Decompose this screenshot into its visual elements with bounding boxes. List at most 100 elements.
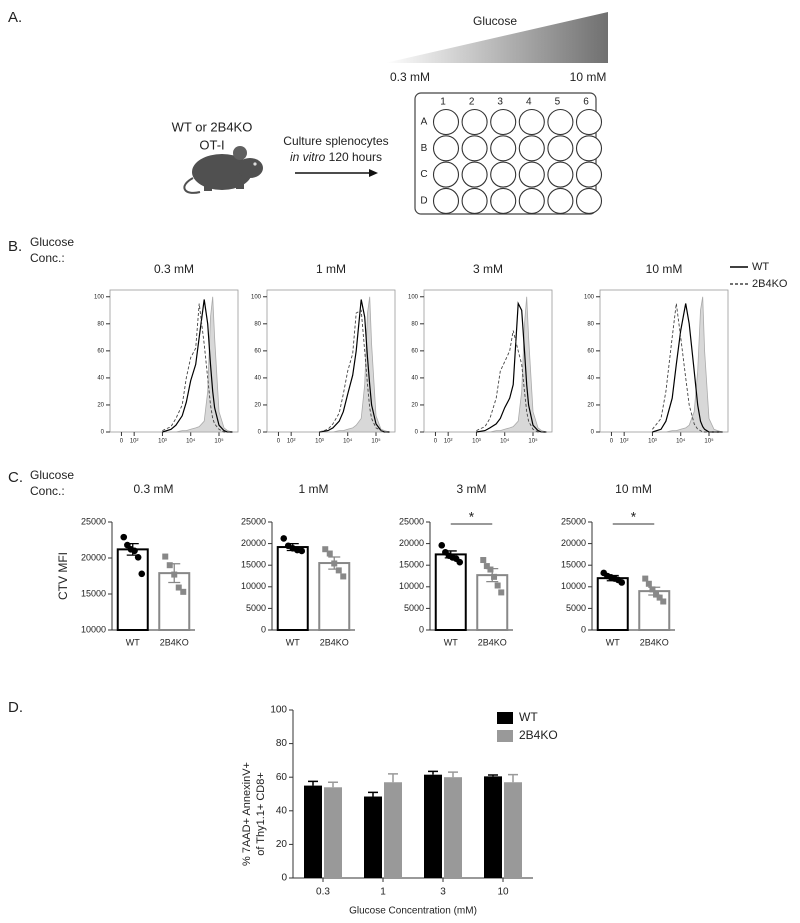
y-tick-label: 10000: [399, 581, 424, 591]
y-tick-label: 60: [276, 772, 288, 783]
y-tick-label: 0: [258, 430, 262, 436]
y-tick-label: 5000: [404, 603, 424, 613]
mouse-icon: [183, 146, 263, 194]
well: [547, 135, 574, 162]
x-tick-label: WT: [126, 637, 140, 647]
well: [547, 161, 574, 188]
bar: [116, 548, 149, 631]
y-tick-label: 25000: [399, 516, 424, 526]
bar: [596, 577, 629, 631]
x-tick-label: 0: [120, 439, 124, 445]
y-tick-label: 5000: [566, 603, 586, 613]
data-point: [649, 586, 656, 593]
bar: [276, 546, 309, 632]
plate-column-label: 2: [469, 97, 475, 108]
chart-title: 0.3 mM: [154, 262, 194, 276]
panel-label: C.: [8, 469, 23, 486]
y-tick-label: 80: [97, 321, 104, 327]
y-tick-label: 25000: [561, 516, 586, 526]
y-tick-label: 20000: [241, 538, 266, 548]
data-point: [331, 560, 338, 567]
chart-title: 1 mM: [299, 482, 329, 496]
y-tick-label: 10000: [81, 624, 106, 634]
y-tick-label: 40: [587, 375, 594, 381]
x-tick-label: 10⁵: [214, 438, 224, 445]
y-tick-label: 20: [587, 403, 594, 409]
y-axis-label: % 7AAD+ AnnexinV+: [241, 762, 253, 866]
plate-column-label: 6: [583, 97, 589, 108]
x-tick-label: 0: [610, 439, 614, 445]
y-tick-label: 15000: [241, 560, 266, 570]
arrow-label-italic: in vitro: [290, 150, 326, 164]
data-point: [494, 582, 501, 589]
y-tick-label: 20000: [81, 552, 106, 562]
significance-label: *: [631, 509, 637, 525]
gradient-high: 10 mM: [570, 70, 607, 84]
data-point: [326, 550, 333, 557]
chart-title: 0.3 mM: [133, 482, 173, 496]
y-tick-label: 20: [276, 839, 288, 850]
well: [461, 187, 488, 214]
y-tick-label: 15000: [399, 560, 424, 570]
plate-row-label: A: [421, 117, 428, 128]
histogram-area: [476, 296, 547, 433]
error-bar: [368, 791, 378, 797]
x-tick-label: 10⁴: [676, 438, 686, 445]
arrow-label: Culture splenocytes: [283, 134, 388, 148]
data-point: [298, 547, 306, 555]
bar: [318, 562, 351, 631]
x-tick-label: 10³: [472, 439, 481, 445]
data-point: [134, 553, 142, 561]
y-tick-label: 60: [254, 348, 261, 354]
histogram-line: [162, 303, 233, 433]
bar: [444, 777, 462, 878]
data-point: [645, 580, 652, 587]
chart-title: 10 mM: [615, 482, 652, 496]
data-point: [491, 573, 498, 580]
well: [432, 108, 460, 136]
bar: [324, 787, 342, 878]
error-bar: [308, 780, 318, 786]
arrow-label: in vitro 120 hours: [290, 150, 382, 164]
bar: [424, 774, 442, 878]
x-tick-label: 10²: [444, 439, 453, 445]
y-tick-label: 80: [276, 738, 288, 749]
y-tick-label: 0: [581, 624, 586, 634]
well: [575, 108, 603, 136]
data-point: [487, 566, 494, 573]
data-point: [138, 570, 146, 578]
error-bar: [488, 774, 498, 777]
data-point: [340, 573, 347, 580]
legend-swatch: [497, 730, 513, 742]
x-tick-label: 10⁴: [343, 438, 353, 445]
y-tick-label: 0: [419, 624, 424, 634]
row-label: Glucose: [30, 468, 74, 482]
y-tick-label: 40: [97, 375, 104, 381]
data-point: [483, 563, 490, 570]
error-bar: [448, 771, 458, 778]
panel-label: B.: [8, 238, 22, 255]
data-point: [162, 553, 169, 560]
row-label: Conc.:: [30, 251, 65, 265]
glucose-gradient: [385, 12, 608, 63]
y-tick-label: 20000: [399, 538, 424, 548]
data-point: [438, 542, 446, 549]
arrow-label-rest: 120 hours: [329, 150, 382, 164]
chart-title: 10 mM: [646, 262, 683, 276]
well: [575, 187, 603, 214]
data-point: [660, 598, 667, 605]
mouse-label: OT-I: [199, 137, 224, 152]
y-tick-label: 25000: [81, 516, 106, 526]
y-tick-label: 0: [591, 430, 595, 436]
x-tick-label: 10³: [158, 439, 167, 445]
well: [575, 135, 603, 162]
well: [490, 187, 517, 214]
x-tick-label: 2B4KO: [478, 637, 507, 647]
legend-label: 2B4KO: [519, 728, 558, 742]
x-tick-label: 2B4KO: [320, 637, 349, 647]
y-tick-label: 40: [411, 375, 418, 381]
data-point: [456, 558, 464, 566]
well: [432, 161, 460, 188]
x-tick-label: 0: [434, 439, 438, 445]
histogram-line: [476, 330, 547, 433]
